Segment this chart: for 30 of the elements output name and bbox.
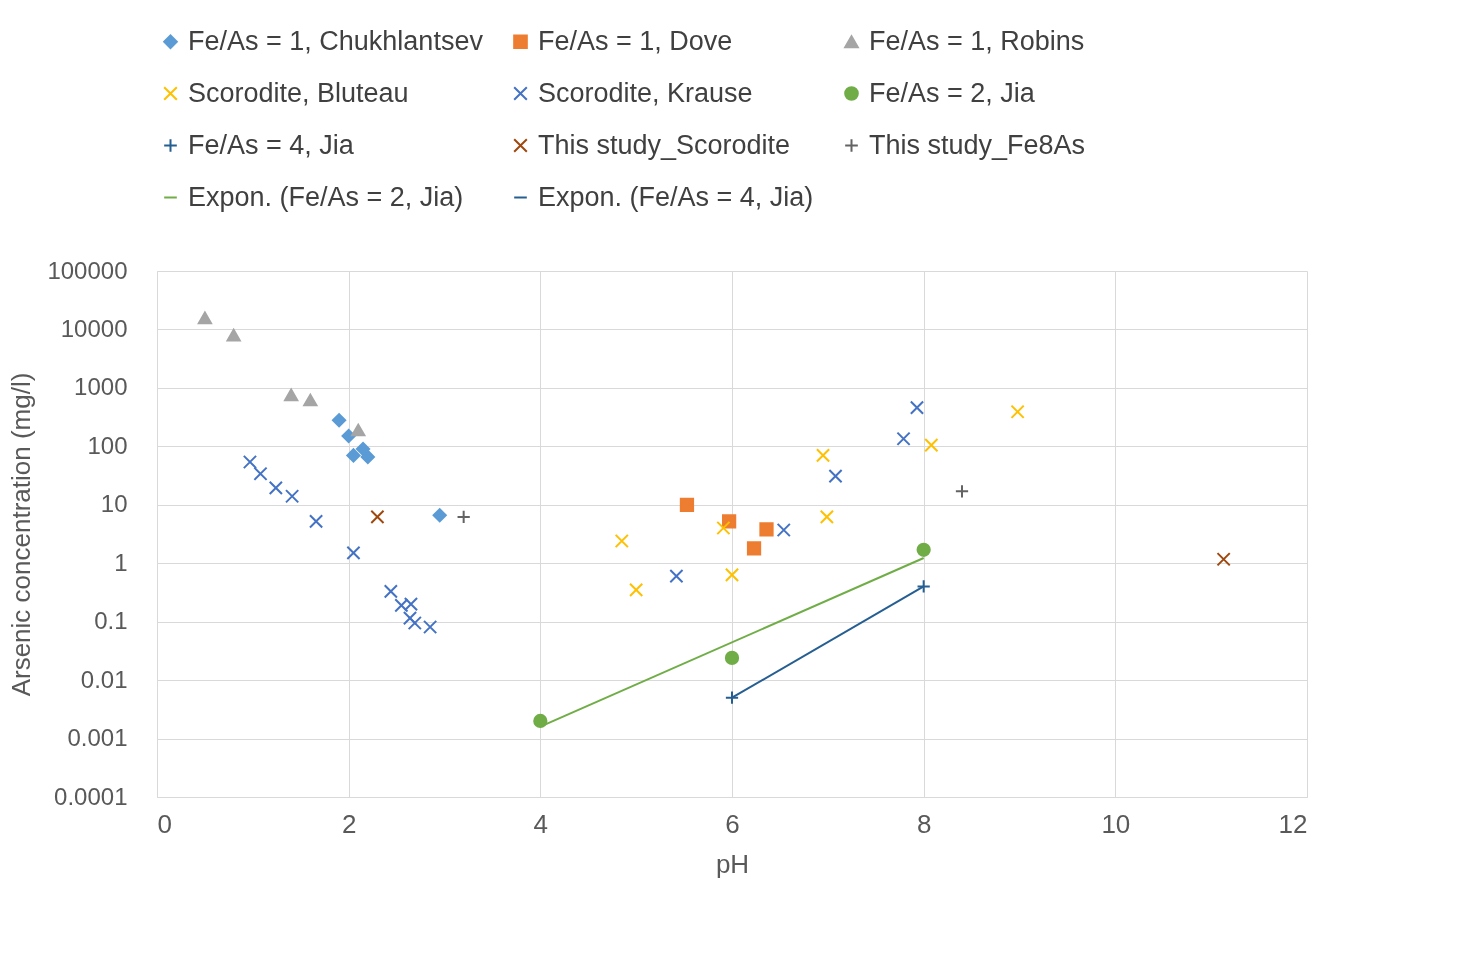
x-tick-label: 2	[341, 808, 357, 839]
legend-label: This study_Fe8As	[869, 129, 1086, 160]
legend-label: Fe/As = 1, Robins	[869, 25, 1085, 56]
legend-label: Fe/As = 1, Chukhlantsev	[188, 25, 484, 56]
legend-label: Fe/As = 4, Jia	[188, 129, 355, 160]
y-axis-title: Arsenic concentration (mg/l)	[6, 372, 37, 697]
x-tick-label: 12	[1278, 808, 1308, 839]
legend-label: Fe/As = 1, Dove	[538, 25, 733, 56]
legend-label: Scorodite, Bluteau	[188, 77, 409, 108]
x-tick-label: 6	[725, 808, 740, 839]
legend-label: Expon. (Fe/As = 2, Jia)	[188, 181, 464, 212]
legend-label: Scorodite, Krause	[538, 77, 753, 108]
y-tick-label: 0.001	[67, 724, 128, 752]
x-axis-title: pH	[715, 848, 750, 879]
y-tick-label: 1000	[74, 373, 128, 401]
x-tick-label: 4	[533, 808, 549, 839]
y-tick-label: 1	[114, 548, 128, 576]
y-tick-label: 100000	[47, 256, 128, 284]
y-tick-label: 0.1	[94, 607, 128, 635]
x-tick-label: 8	[916, 808, 932, 839]
x-tick-label: 10	[1101, 808, 1131, 839]
legend-label: Expon. (Fe/As = 4, Jia)	[538, 181, 814, 212]
y-tick-label: 10000	[60, 314, 128, 342]
y-tick-label: 0.0001	[54, 782, 128, 810]
y-tick-label: 0.01	[80, 665, 128, 693]
y-tick-label: 100	[87, 431, 128, 459]
legend-label: Fe/As = 2, Jia	[869, 77, 1036, 108]
y-tick-label: 10	[100, 490, 128, 518]
x-tick-label: 0	[157, 808, 172, 839]
legend-label: This study_Scorodite	[538, 129, 791, 160]
